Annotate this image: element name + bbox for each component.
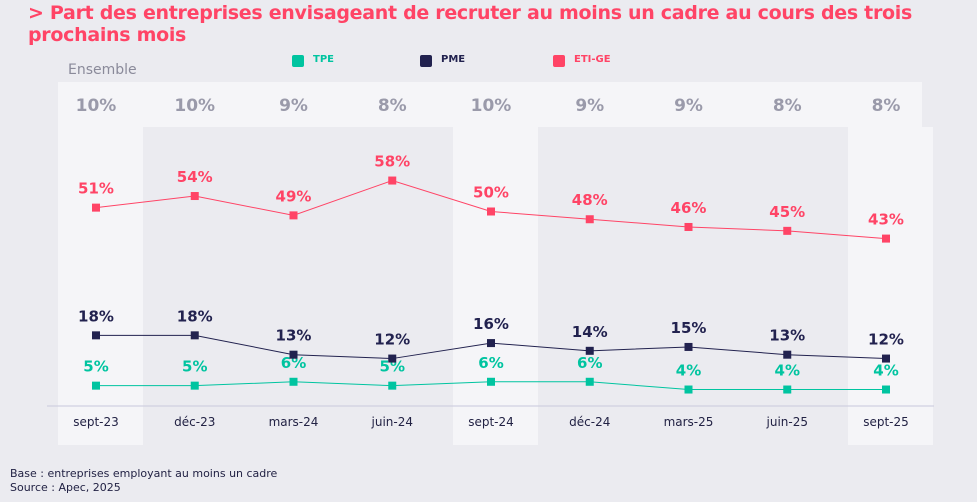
footnote-base: Base : entreprises employant au moins un… [10, 467, 278, 480]
x-tick-label: sept-25 [863, 415, 909, 429]
data-point [882, 234, 890, 243]
data-point [487, 377, 495, 386]
data-label: 50% [473, 184, 509, 202]
data-point [585, 215, 594, 224]
data-label: 18% [177, 307, 213, 325]
data-point [684, 222, 693, 231]
legend-swatch [553, 55, 565, 67]
data-point [783, 226, 792, 235]
data-point [92, 381, 100, 390]
data-point [684, 342, 693, 351]
ensemble-value: 10% [76, 96, 117, 116]
ensemble-value: 10% [174, 96, 215, 116]
data-point [882, 354, 890, 363]
x-tick-label: mars-24 [269, 415, 319, 429]
legend-label: ETI-GE [574, 54, 611, 65]
legend-swatch [420, 55, 432, 67]
data-label: 16% [473, 315, 509, 333]
data-point [487, 207, 495, 216]
x-tick-label: déc-24 [569, 415, 610, 429]
data-point [487, 339, 495, 348]
column-highlight [848, 127, 933, 445]
x-tick-label: déc-23 [174, 415, 215, 429]
data-label: 18% [78, 307, 114, 325]
data-label: 48% [572, 191, 608, 209]
data-label: 46% [671, 199, 707, 217]
ensemble-band [58, 82, 922, 127]
ensemble-value: 8% [378, 96, 407, 116]
data-point [783, 350, 792, 359]
data-label: 45% [769, 203, 805, 221]
data-point [684, 385, 693, 394]
footnote-source: Source : Apec, 2025 [10, 481, 121, 494]
data-label: 14% [572, 323, 608, 341]
chart-title: > Part des entreprises envisageant de re… [28, 2, 912, 46]
data-label: 12% [868, 331, 904, 349]
data-point [585, 377, 594, 386]
ensemble-value: 10% [471, 96, 512, 116]
x-tick-label: mars-25 [664, 415, 714, 429]
data-point [289, 350, 298, 359]
data-point [289, 211, 298, 220]
data-label: 13% [769, 327, 805, 345]
data-label: 58% [374, 153, 410, 171]
data-label: 5% [182, 358, 207, 376]
column-highlight [453, 127, 538, 445]
data-label: 12% [374, 331, 410, 349]
ensemble-value: 9% [279, 96, 308, 116]
data-label: 49% [276, 187, 312, 205]
ensemble-value: 8% [872, 96, 901, 116]
data-label: 5% [83, 358, 108, 376]
x-tick-label: juin-25 [766, 415, 808, 429]
data-label: 4% [873, 362, 898, 380]
data-label: 43% [868, 211, 904, 229]
data-point [289, 377, 298, 386]
data-point [388, 176, 397, 185]
data-label: 4% [676, 362, 701, 380]
data-label: 6% [478, 354, 503, 372]
legend-swatch [292, 55, 304, 67]
data-label: 51% [78, 180, 114, 198]
ensemble-value: 8% [773, 96, 802, 116]
data-label: 13% [276, 327, 312, 345]
data-label: 54% [177, 168, 213, 186]
x-tick-label: sept-23 [73, 415, 119, 429]
data-point [92, 203, 100, 212]
data-point [388, 381, 397, 390]
data-label: 15% [671, 319, 707, 337]
column-highlight [58, 127, 143, 445]
data-point [190, 331, 199, 340]
ensemble-label: Ensemble [68, 62, 137, 78]
data-label: 6% [577, 354, 602, 372]
data-label: 5% [380, 358, 405, 376]
ensemble-value: 9% [575, 96, 604, 116]
ensemble-value: 9% [674, 96, 703, 116]
data-point [585, 346, 594, 355]
data-label: 4% [775, 362, 800, 380]
legend-label: TPE [313, 54, 334, 65]
legend-label: PME [441, 54, 465, 65]
data-point [190, 381, 199, 390]
data-point [783, 385, 792, 394]
data-point [92, 331, 100, 340]
data-point [882, 385, 890, 394]
x-tick-label: juin-24 [371, 415, 413, 429]
data-point [388, 354, 397, 363]
x-tick-label: sept-24 [468, 415, 514, 429]
data-label: 6% [281, 354, 306, 372]
data-point [190, 192, 199, 201]
